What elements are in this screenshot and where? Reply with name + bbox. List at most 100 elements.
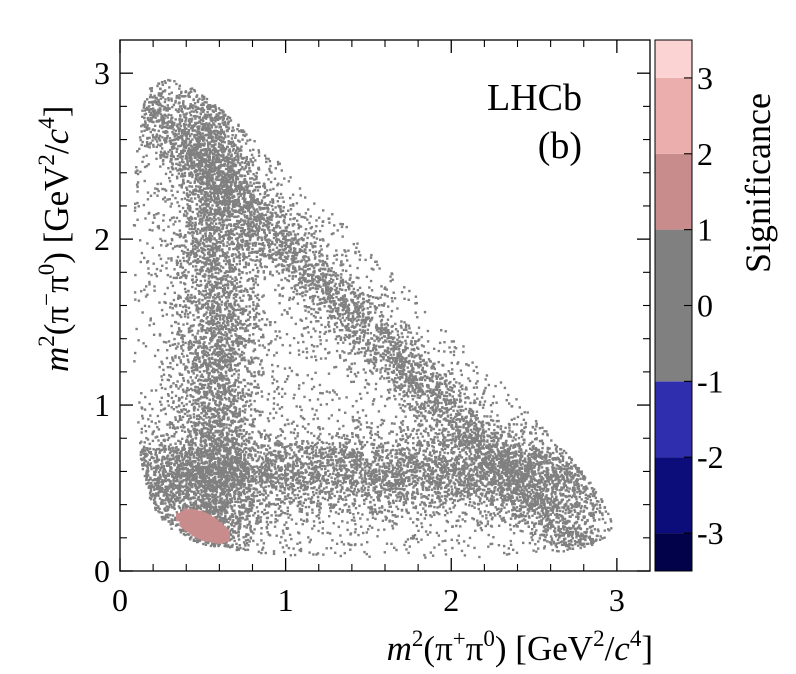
- event-point: [280, 313, 284, 316]
- event-point: [438, 428, 441, 432]
- event-point: [329, 277, 333, 280]
- event-point: [401, 423, 404, 426]
- event-point: [183, 312, 187, 315]
- event-point: [414, 342, 417, 346]
- event-point: [238, 204, 241, 208]
- event-point: [431, 554, 435, 557]
- event-point: [214, 117, 218, 121]
- event-point: [273, 465, 276, 469]
- event-point: [172, 382, 175, 385]
- event-point: [218, 378, 222, 381]
- event-point: [193, 381, 196, 385]
- event-point: [398, 478, 401, 481]
- event-point: [181, 479, 184, 482]
- event-point: [272, 402, 276, 405]
- event-point: [560, 500, 563, 503]
- event-point: [210, 140, 213, 143]
- event-point: [178, 127, 182, 130]
- event-point: [202, 202, 206, 206]
- event-point: [241, 129, 245, 132]
- event-point: [261, 295, 264, 298]
- event-point: [206, 351, 210, 355]
- event-point: [467, 364, 470, 367]
- event-point: [138, 136, 142, 139]
- event-point: [343, 481, 346, 484]
- event-point: [475, 410, 479, 413]
- event-point: [189, 484, 192, 487]
- event-point: [512, 423, 516, 426]
- event-point: [380, 324, 383, 327]
- event-point: [161, 114, 164, 117]
- event-point: [269, 459, 272, 462]
- event-point: [230, 228, 233, 231]
- event-point: [188, 480, 192, 483]
- event-point: [176, 490, 180, 493]
- event-point: [201, 404, 204, 407]
- event-point: [368, 477, 371, 480]
- event-point: [382, 479, 385, 483]
- event-point: [387, 305, 390, 308]
- event-point: [240, 161, 244, 164]
- event-point: [242, 344, 245, 348]
- event-point: [391, 444, 395, 447]
- event-point: [276, 184, 279, 187]
- event-point: [160, 119, 163, 122]
- event-point: [257, 325, 260, 328]
- event-point: [179, 175, 183, 178]
- event-point: [168, 451, 172, 454]
- event-point: [175, 452, 179, 455]
- event-point: [324, 274, 328, 278]
- event-point: [272, 397, 276, 400]
- event-point: [389, 343, 393, 347]
- event-point: [385, 329, 388, 332]
- event-point: [353, 303, 356, 307]
- event-point: [355, 462, 359, 465]
- event-point: [186, 299, 190, 303]
- event-point: [199, 152, 203, 155]
- event-point: [288, 488, 291, 491]
- event-point: [530, 470, 533, 474]
- event-point: [448, 419, 452, 423]
- event-point: [368, 466, 371, 469]
- event-point: [450, 538, 453, 541]
- event-point: [238, 256, 241, 260]
- event-point: [205, 221, 208, 225]
- event-point: [228, 116, 232, 120]
- event-point: [438, 408, 441, 411]
- event-point: [415, 524, 418, 528]
- event-point: [511, 496, 515, 499]
- event-point: [358, 504, 361, 507]
- event-point: [160, 308, 164, 312]
- event-point: [260, 390, 263, 393]
- event-point: [191, 507, 194, 510]
- event-point: [188, 151, 191, 155]
- event-point: [462, 417, 465, 421]
- event-point: [285, 484, 288, 487]
- event-point: [233, 215, 236, 219]
- event-point: [292, 204, 295, 207]
- event-point: [313, 257, 317, 260]
- event-point: [388, 364, 392, 367]
- event-point: [546, 448, 549, 451]
- event-point: [527, 461, 530, 464]
- event-point: [452, 350, 456, 353]
- event-point: [455, 414, 459, 417]
- event-point: [335, 321, 338, 325]
- event-point: [391, 300, 394, 303]
- event-point: [467, 477, 471, 480]
- event-point: [379, 483, 382, 486]
- event-point: [215, 325, 219, 328]
- event-point: [263, 468, 267, 472]
- event-point: [166, 153, 169, 156]
- event-point: [225, 431, 229, 435]
- event-point: [267, 419, 271, 423]
- event-point: [218, 417, 221, 421]
- event-point: [342, 283, 345, 287]
- event-point: [475, 426, 478, 430]
- event-point: [222, 266, 225, 269]
- event-point: [264, 551, 267, 555]
- event-point: [177, 327, 181, 330]
- event-point: [387, 453, 390, 456]
- event-point: [255, 307, 258, 310]
- event-point: [334, 302, 338, 305]
